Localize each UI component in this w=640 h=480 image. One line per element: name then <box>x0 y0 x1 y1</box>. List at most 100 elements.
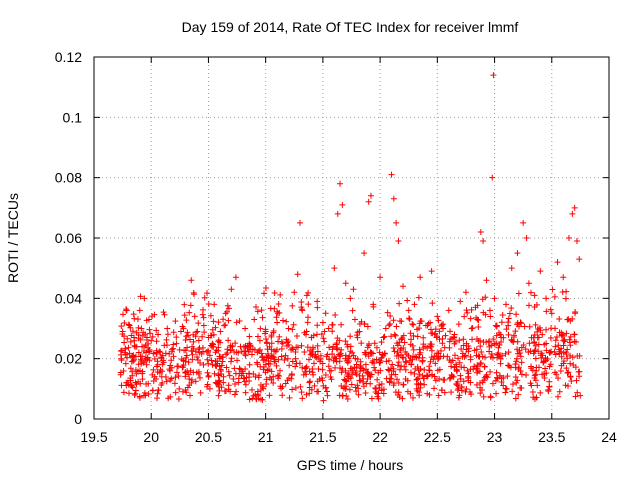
background-point <box>503 326 510 333</box>
background-point <box>403 359 410 366</box>
background-point <box>563 365 570 372</box>
background-point <box>453 381 460 388</box>
background-point <box>513 379 520 386</box>
background-point <box>188 376 195 383</box>
data-point <box>148 337 155 344</box>
background-point <box>527 348 534 355</box>
data-point <box>486 307 493 314</box>
data-point <box>440 325 447 332</box>
background-point <box>215 392 222 399</box>
background-point <box>169 348 176 355</box>
background-point <box>384 309 391 316</box>
background-point <box>455 321 462 328</box>
background-point <box>303 391 310 398</box>
background-point <box>448 371 455 378</box>
background-point <box>271 305 278 312</box>
background-point <box>302 331 309 338</box>
data-point <box>314 298 321 305</box>
data-point <box>543 295 550 302</box>
y-tick-label: 0 <box>74 411 82 427</box>
background-point <box>253 303 260 310</box>
background-point <box>131 315 138 322</box>
background-point <box>359 372 366 379</box>
background-point <box>165 395 172 402</box>
background-point <box>408 336 415 343</box>
background-point <box>215 381 222 388</box>
background-point <box>232 381 239 388</box>
background-point <box>175 396 182 403</box>
background-point <box>192 348 199 355</box>
background-point <box>346 386 353 393</box>
background-point <box>334 335 341 342</box>
background-point <box>456 359 463 366</box>
background-point <box>461 353 468 360</box>
background-point <box>354 334 361 341</box>
background-point <box>273 314 280 321</box>
background-point <box>552 351 559 358</box>
background-point <box>390 317 397 324</box>
background-point <box>385 366 392 373</box>
background-point <box>533 394 540 401</box>
background-point <box>215 371 222 378</box>
background-point <box>486 338 493 345</box>
background-point <box>296 360 303 367</box>
background-point <box>209 361 216 368</box>
background-point <box>197 360 204 367</box>
background-point <box>274 310 281 317</box>
background-point <box>517 319 524 326</box>
background-point <box>194 328 201 335</box>
background-point <box>247 342 254 349</box>
background-point <box>480 377 487 384</box>
background-point <box>277 367 284 374</box>
background-point <box>190 331 197 338</box>
background-point <box>538 350 545 357</box>
background-point <box>298 389 305 396</box>
background-point <box>369 359 376 366</box>
background-point <box>159 368 166 375</box>
background-point <box>375 390 382 397</box>
background-point <box>323 388 330 395</box>
background-point <box>136 393 143 400</box>
background-point <box>447 328 454 335</box>
background-point <box>240 375 247 382</box>
background-point <box>257 325 264 332</box>
background-point <box>452 338 459 345</box>
background-point <box>479 353 486 360</box>
background-point <box>567 374 574 381</box>
background-point <box>477 361 484 368</box>
background-point <box>118 355 125 362</box>
background-point <box>496 372 503 379</box>
background-point <box>132 343 139 350</box>
background-point <box>342 352 349 359</box>
data-point <box>548 310 555 317</box>
background-point <box>257 386 264 393</box>
background-point <box>545 386 552 393</box>
background-point <box>397 347 404 354</box>
background-point <box>315 366 322 373</box>
background-point <box>306 384 313 391</box>
background-point <box>360 383 367 390</box>
background-point <box>460 336 467 343</box>
background-point <box>172 389 179 396</box>
background-point <box>512 374 519 381</box>
background-point <box>120 311 127 318</box>
background-point <box>435 392 442 399</box>
background-point <box>380 334 387 341</box>
background-point <box>345 358 352 365</box>
background-point <box>553 371 560 378</box>
background-point <box>506 362 513 369</box>
data-point <box>159 352 166 359</box>
background-point <box>442 332 449 339</box>
background-point <box>557 348 564 355</box>
background-point <box>288 370 295 377</box>
data-point <box>361 250 368 257</box>
background-point <box>217 366 224 373</box>
background-point <box>390 382 397 389</box>
data-point <box>246 361 253 368</box>
background-point <box>420 334 427 341</box>
background-point <box>188 379 195 386</box>
background-point <box>242 381 249 388</box>
background-point <box>263 336 270 343</box>
background-point <box>463 307 470 314</box>
background-point <box>212 324 219 331</box>
